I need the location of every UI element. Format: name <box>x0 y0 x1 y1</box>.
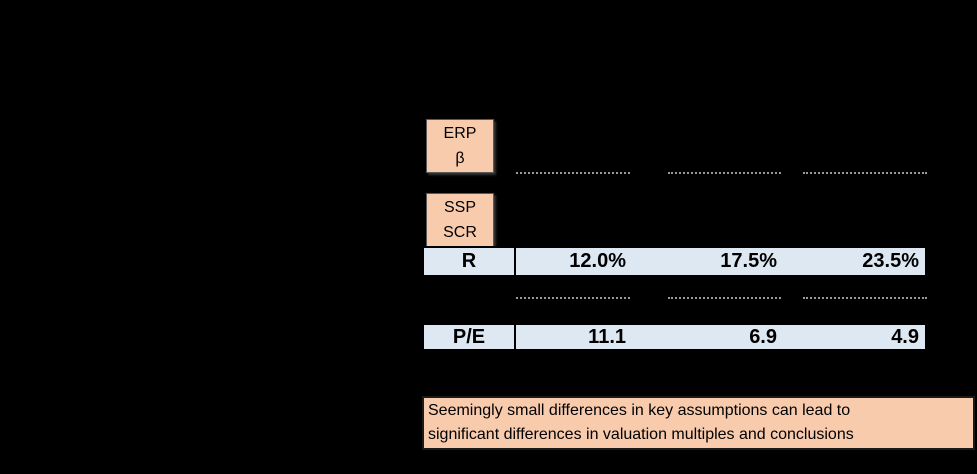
beta-label: β <box>455 150 465 167</box>
erp-beta-box: ERP β <box>426 119 494 173</box>
ssp-label: SSP <box>443 199 476 216</box>
rate-value-3: 23.5% <box>862 250 919 272</box>
callout-box: Seemingly small differences in key assum… <box>422 396 975 450</box>
discount-rate-row: R 12.0% 17.5% 23.5% <box>422 246 927 277</box>
callout-line-2: significant differences in valuation mul… <box>428 426 854 443</box>
pe-value-1: 11.1 <box>588 325 626 348</box>
callout-line-1: Seemingly small differences in key assum… <box>428 402 851 419</box>
dotted-underline-mid-1 <box>516 297 630 299</box>
rate-row-label: R <box>424 248 516 275</box>
rate-value-2: 17.5% <box>720 250 777 272</box>
scr-label: SCR <box>443 224 477 241</box>
dotted-underline-mid-2 <box>668 297 781 299</box>
dotted-underline-erp-3 <box>803 172 927 174</box>
pe-value-2: 6.9 <box>749 325 777 348</box>
pe-multiple-row: P/E 11.1 6.9 4.9 <box>422 323 927 351</box>
dotted-underline-mid-3 <box>803 297 927 299</box>
rate-value-1: 12.0% <box>569 250 626 272</box>
pe-row-label: P/E <box>424 325 516 349</box>
ssp-scr-box: SSP SCR <box>426 193 494 247</box>
erp-label: ERP <box>443 125 477 142</box>
dotted-underline-erp-2 <box>668 172 781 174</box>
dotted-underline-erp-1 <box>516 172 630 174</box>
pe-value-3: 4.9 <box>891 325 919 348</box>
